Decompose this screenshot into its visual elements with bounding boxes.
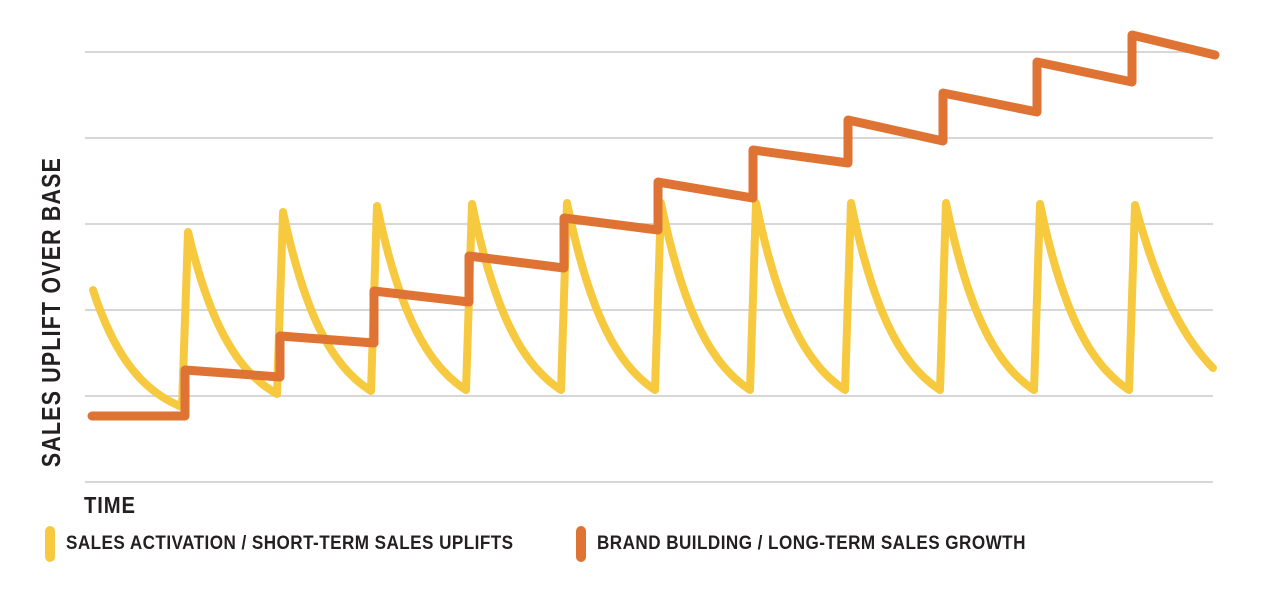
brand-building-line — [87, 30, 1220, 421]
sales-activation-line — [89, 199, 1217, 411]
y-axis-label: SALES UPLIFT OVER BASE — [36, 156, 66, 468]
legend-label-sales-activation: SALES ACTIVATION / SHORT-TERM SALES UPLI… — [66, 533, 514, 554]
gridlines — [85, 51, 1213, 483]
legend-marker-sales-activation — [45, 526, 55, 562]
legend-item-brand-building: BRAND BUILDING / LONG-TERM SALES GROWTH — [576, 525, 1074, 563]
legend-item-sales-activation: SALES ACTIVATION / SHORT-TERM SALES UPLI… — [45, 525, 563, 563]
x-axis-label: TIME — [84, 492, 136, 518]
legend-label-brand-building: BRAND BUILDING / LONG-TERM SALES GROWTH — [597, 533, 1026, 554]
legend-marker-brand-building — [576, 526, 586, 562]
